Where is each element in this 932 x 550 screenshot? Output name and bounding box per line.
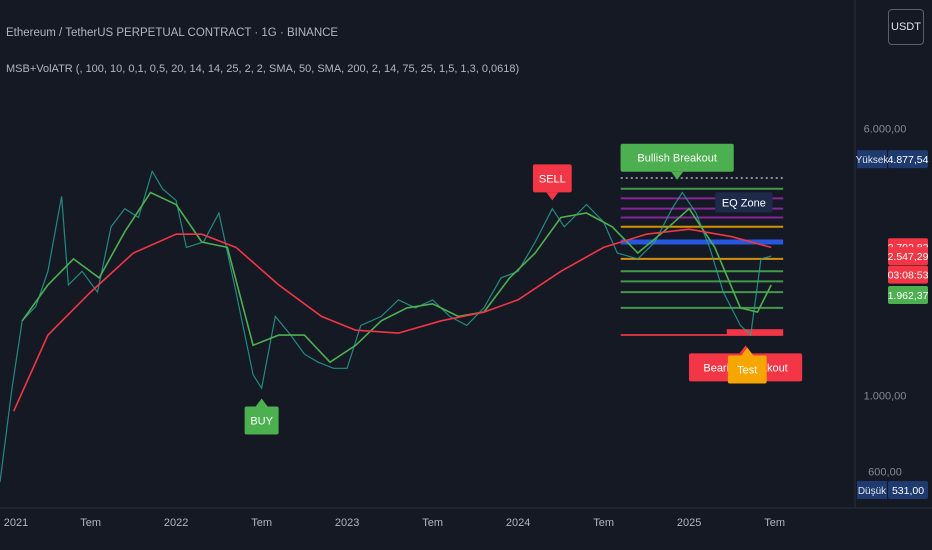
price-tag: 1.962,37 xyxy=(888,285,929,304)
label-pointer xyxy=(255,398,268,407)
price-tag-text: 531,00 xyxy=(892,485,924,497)
signal-label: EQ Zone xyxy=(715,192,773,213)
y-tick-label: 6.000,00 xyxy=(864,123,907,135)
label-box xyxy=(532,164,572,193)
label-box xyxy=(244,406,279,435)
y-tick-label: 1.000,00 xyxy=(864,391,907,403)
label-text: EQ Zone xyxy=(722,197,766,209)
currency-button[interactable]: USDT xyxy=(888,9,924,45)
price-tag-bg xyxy=(888,285,928,304)
price-tag-prefix: Yüksek xyxy=(856,155,890,166)
x-tick-label: Tem xyxy=(422,517,443,529)
label-text: Bullish Breakout xyxy=(637,153,717,165)
label-pointer xyxy=(671,171,684,180)
x-tick-label: Tem xyxy=(251,517,272,529)
series-line xyxy=(12,228,772,412)
price-tag-bg xyxy=(888,265,928,284)
label-text: Test xyxy=(737,364,757,376)
price-tag: Düşük 531,00 xyxy=(857,480,928,499)
signal-label: SELL xyxy=(532,164,572,201)
signal-label: BUY xyxy=(244,398,279,435)
price-tag-text: 4.877,54 xyxy=(888,154,929,166)
label-pointer xyxy=(546,192,559,201)
x-tick-label: Tem xyxy=(80,517,101,529)
price-tag-bg xyxy=(888,480,928,499)
x-tick-label: Tem xyxy=(593,517,614,529)
x-tick-label: Tem xyxy=(764,517,785,529)
price-tag-text: 03:08:53 xyxy=(888,270,929,282)
price-tag-bg xyxy=(888,150,928,169)
price-tag-text: 2.547,29 xyxy=(888,251,929,263)
price-tag: 2.547,29 xyxy=(888,247,929,266)
price-tag-prefix: Düşük xyxy=(858,486,887,497)
x-tick-label: 2022 xyxy=(164,517,188,529)
x-tick-label: 2021 xyxy=(4,517,28,529)
y-tick-label: 600,00 xyxy=(868,467,902,479)
price-tag-text: 1.962,37 xyxy=(888,290,929,302)
label-pointer xyxy=(741,347,754,356)
bearish-bar xyxy=(726,329,784,336)
x-tick-label: 2025 xyxy=(677,517,701,529)
signal-label: Bullish Breakout xyxy=(620,143,734,180)
x-tick-label: 2023 xyxy=(335,517,359,529)
price-tag-prefix-bg xyxy=(857,150,887,169)
label-box xyxy=(715,192,773,213)
label-text: BUY xyxy=(250,416,273,428)
label-box xyxy=(727,355,767,384)
x-tick-label: 2024 xyxy=(506,517,530,529)
price-tag: Yüksek 4.877,54 xyxy=(856,150,929,169)
price-tag-prefix-bg xyxy=(857,480,887,499)
signal-label: Test xyxy=(727,347,767,384)
price-tag: 03:08:53 xyxy=(888,265,929,284)
label-text: SELL xyxy=(539,173,566,185)
label-box xyxy=(620,143,734,172)
chart-title: Ethereum / TetherUS PERPETUAL CONTRACT ·… xyxy=(6,27,339,39)
indicator-legend[interactable]: MSB+VolATR (, 100, 10, 0,1, 0,5, 20, 14,… xyxy=(6,63,520,75)
price-tag-bg xyxy=(888,247,928,266)
